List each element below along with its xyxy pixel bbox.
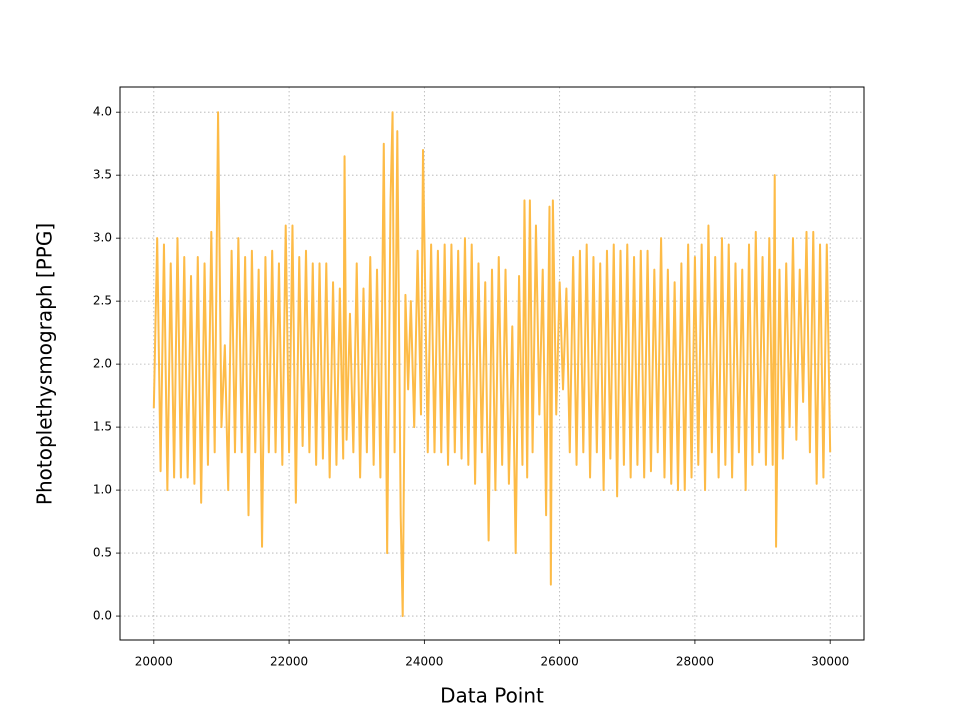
x-tick-label: 24000	[405, 655, 443, 669]
y-tick-label: 1.0	[93, 483, 112, 497]
signal-line	[152, 111, 832, 618]
x-tick-label: 20000	[135, 655, 173, 669]
x-tick-label: 30000	[811, 655, 849, 669]
y-tick-label: 1.5	[93, 420, 112, 434]
y-tick-label: 2.5	[93, 294, 112, 308]
y-tick-label: 3.5	[93, 168, 112, 182]
x-tick-label: 22000	[270, 655, 308, 669]
y-tick-label: 3.0	[93, 231, 112, 245]
y-tick-label: 0.5	[93, 546, 112, 560]
y-tick-label: 2.0	[93, 357, 112, 371]
plot-frame	[119, 86, 865, 641]
x-tick-label: 28000	[676, 655, 714, 669]
y-tick-label: 0.0	[93, 609, 112, 623]
y-tick-label: 4.0	[93, 105, 112, 119]
x-axis-label: Data Point	[440, 684, 544, 708]
x-tick-label: 26000	[541, 655, 579, 669]
y-axis-label: Photoplethysmograph [PPG]	[33, 223, 57, 505]
